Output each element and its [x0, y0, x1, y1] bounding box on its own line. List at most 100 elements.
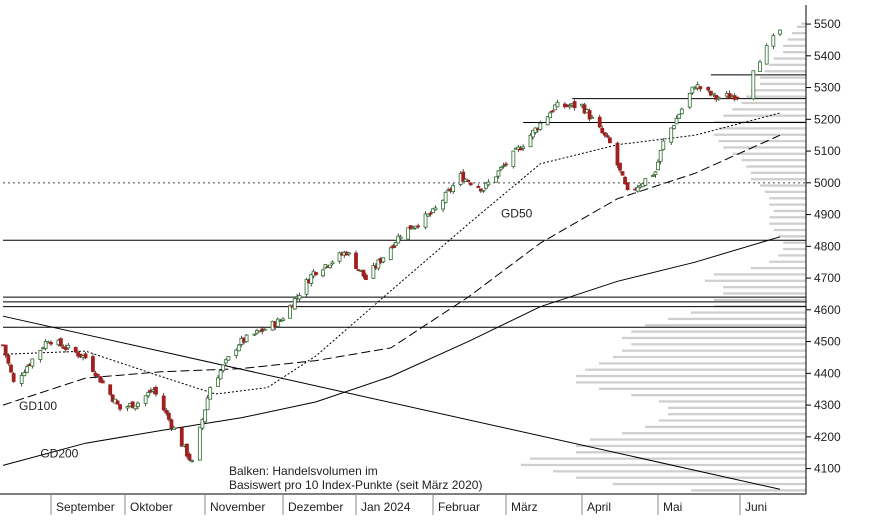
candle-body: [208, 387, 213, 400]
candle-body: [567, 105, 572, 108]
candle-body: [521, 146, 526, 149]
volume-bar: [732, 152, 806, 155]
volume-bar: [530, 457, 806, 460]
candle-body: [499, 166, 503, 170]
volume-note: Balken: Handelsvolumen im: [229, 464, 378, 478]
candle-body: [553, 104, 557, 111]
candle-body: [550, 110, 555, 113]
candle-body: [679, 108, 684, 115]
y-tick-label: 4300: [814, 398, 841, 412]
volume-bar: [723, 286, 806, 289]
candle-body: [43, 341, 48, 349]
volume-bar: [714, 133, 806, 136]
candle-body: [587, 110, 592, 120]
candle-body: [130, 401, 135, 409]
volume-bar: [801, 22, 806, 25]
x-tick-label: März: [511, 500, 538, 514]
volume-bar: [773, 228, 806, 232]
volume-bar: [658, 419, 806, 422]
candle-body: [226, 356, 231, 361]
volume-bar: [750, 171, 806, 174]
volume-bar: [520, 463, 806, 467]
candle-body: [496, 170, 501, 177]
candle-body: [625, 182, 630, 190]
x-tick-label: Juni: [745, 500, 767, 514]
candle-body: [600, 127, 605, 134]
volume-bar: [645, 324, 806, 327]
candle-body: [398, 236, 403, 239]
candle-body: [635, 186, 640, 192]
candle-body: [476, 186, 481, 188]
candle-body: [572, 101, 577, 109]
moving-average-gd50: [2, 112, 781, 395]
candle-body: [185, 443, 189, 457]
y-tick-label: 4900: [814, 208, 841, 222]
volume-bar: [668, 406, 806, 409]
volume-bar: [622, 349, 806, 352]
y-tick-label: 4600: [814, 303, 841, 317]
volume-profile: [520, 22, 806, 492]
volume-bar: [622, 336, 806, 340]
volume-bar: [622, 432, 806, 435]
volume-bar: [714, 273, 806, 276]
volume-bar: [585, 368, 806, 371]
candle-body: [328, 264, 332, 268]
candle-body: [164, 409, 169, 414]
candle-body: [426, 213, 430, 217]
volume-bar: [773, 209, 806, 213]
candle-body: [309, 274, 314, 284]
candle-body: [388, 247, 393, 260]
candle-body: [764, 45, 769, 65]
ma-label: GD100: [19, 399, 57, 413]
volume-bar: [769, 197, 806, 200]
candle-body: [391, 245, 396, 249]
candle-body: [3, 344, 8, 356]
volume-bar: [599, 362, 806, 365]
trendline-line: [2, 315, 781, 490]
candle-body: [590, 116, 595, 119]
volume-bar: [750, 266, 806, 270]
volume-bar: [741, 101, 806, 105]
candle-body: [393, 242, 398, 247]
candle-body: [653, 171, 658, 175]
volume-bar: [576, 374, 806, 378]
y-tick-label: 4400: [814, 366, 841, 380]
candle-body: [190, 460, 194, 462]
volume-bar: [760, 76, 806, 79]
candle-body: [406, 227, 411, 240]
candle-body: [197, 426, 202, 461]
candle-body: [297, 295, 302, 300]
candle-body: [281, 318, 285, 321]
y-tick-label: 5200: [814, 112, 841, 126]
horizontal-lines: [3, 74, 806, 328]
candle-body: [528, 134, 533, 148]
candle-body: [605, 135, 610, 138]
candle-body: [30, 358, 35, 367]
candle-body: [428, 212, 433, 215]
candle-body: [221, 364, 226, 371]
candle-body: [669, 127, 674, 143]
candle-body: [244, 334, 249, 343]
moving-averages: [2, 112, 781, 466]
volume-bar: [783, 241, 806, 244]
candle-body: [441, 199, 445, 210]
candle-body: [154, 386, 158, 395]
volume-bar: [792, 31, 806, 35]
moving-average-gd100: [2, 134, 781, 406]
candle-body: [481, 189, 486, 192]
candle-body: [602, 132, 607, 136]
volume-bar: [631, 330, 806, 333]
volume-bar: [668, 317, 806, 321]
candle-body: [91, 356, 95, 372]
volume-bar: [769, 203, 806, 206]
volume-bar: [723, 292, 806, 295]
x-tick-label: Dezember: [288, 500, 343, 514]
y-tick-label: 5100: [814, 144, 841, 158]
candle-body: [735, 96, 740, 99]
candle-body: [771, 35, 776, 47]
candle-body: [597, 116, 602, 128]
volume-bar: [668, 413, 806, 416]
volume-bar: [723, 114, 806, 117]
candle-body: [501, 165, 506, 168]
